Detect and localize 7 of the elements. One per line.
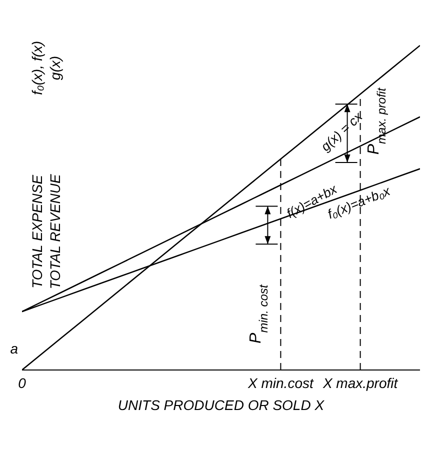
x-tick-label: X min.cost bbox=[247, 374, 314, 391]
annotation: a bbox=[10, 340, 18, 356]
x-tick-label: 0 bbox=[18, 374, 26, 391]
x-axis-title: UNITS PRODUCED OR SOLD X bbox=[118, 397, 325, 413]
y-axis-title: TOTAL EXPENSE TOTAL REVENUE bbox=[29, 174, 63, 290]
annotation: f₀(x), f(x) g(x) bbox=[29, 40, 63, 96]
x-tick-label: X max.profit bbox=[322, 374, 399, 391]
